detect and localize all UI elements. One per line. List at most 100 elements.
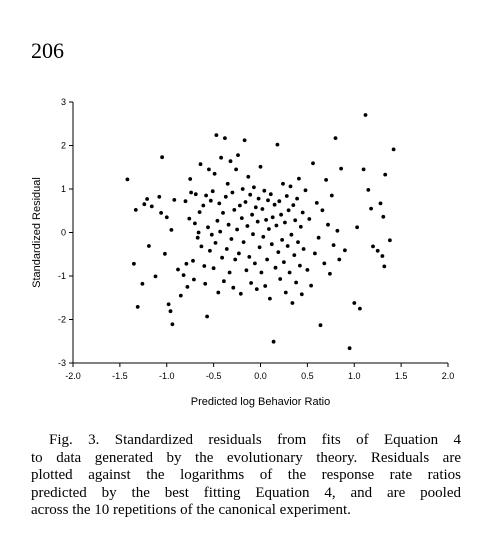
data-point xyxy=(328,271,332,276)
data-point xyxy=(142,202,147,207)
data-point xyxy=(294,280,298,285)
data-point xyxy=(159,211,164,215)
data-point xyxy=(266,198,270,203)
data-point xyxy=(243,200,248,204)
data-point xyxy=(290,301,295,305)
data-point xyxy=(267,227,271,231)
data-point xyxy=(286,208,291,213)
data-point xyxy=(224,247,229,251)
data-point xyxy=(305,268,310,272)
data-point xyxy=(223,136,227,141)
data-point xyxy=(322,261,327,266)
data-point xyxy=(147,244,151,248)
data-point xyxy=(231,285,236,290)
data-point xyxy=(234,167,239,172)
data-point xyxy=(166,302,171,307)
data-point xyxy=(140,281,145,286)
caption-line: to data generated by the evolutionary th… xyxy=(31,449,461,466)
data-point xyxy=(132,261,136,266)
data-point xyxy=(208,198,213,203)
data-point xyxy=(320,208,325,213)
data-point xyxy=(135,305,140,309)
data-point xyxy=(281,181,285,186)
data-point xyxy=(209,232,214,237)
data-point xyxy=(196,230,201,235)
data-point xyxy=(261,234,266,239)
data-point xyxy=(263,284,268,288)
data-point xyxy=(307,217,312,221)
data-point xyxy=(259,270,264,275)
data-point xyxy=(301,247,306,251)
x-tick-label: -1.5 xyxy=(112,371,128,381)
x-tick-label: -1.0 xyxy=(159,371,175,381)
data-point xyxy=(292,253,297,257)
data-point xyxy=(163,251,167,256)
data-point xyxy=(369,206,373,211)
data-point xyxy=(324,178,328,182)
data-point xyxy=(178,293,183,298)
data-point xyxy=(391,147,396,152)
data-point xyxy=(204,193,209,198)
data-point xyxy=(337,257,342,262)
data-point xyxy=(371,244,375,249)
y-tick-label: 3 xyxy=(61,97,66,107)
data-point xyxy=(380,254,385,258)
data-point xyxy=(293,218,298,223)
data-point xyxy=(133,208,138,212)
data-point xyxy=(277,199,282,204)
x-axis-label: Predicted log Behavior Ratio xyxy=(191,396,330,408)
data-point xyxy=(352,301,357,305)
data-point xyxy=(271,339,276,344)
data-point xyxy=(298,263,302,268)
data-point xyxy=(214,133,219,138)
data-point xyxy=(164,215,169,220)
data-point xyxy=(189,190,194,195)
data-point xyxy=(381,214,386,219)
data-point xyxy=(218,229,223,234)
caption-line: Fig. 3. Standardized residuals from fits… xyxy=(49,432,461,448)
data-point xyxy=(210,189,215,194)
data-point xyxy=(191,258,195,263)
data-point xyxy=(247,255,252,259)
data-point xyxy=(238,291,243,296)
data-point xyxy=(217,201,222,206)
data-point xyxy=(172,198,177,202)
x-tick-label: 1.5 xyxy=(395,371,408,381)
data-point xyxy=(260,207,265,211)
data-point xyxy=(229,237,234,241)
data-point xyxy=(250,212,255,217)
data-point xyxy=(347,346,352,351)
y-tick-label: -2 xyxy=(58,315,66,325)
data-point xyxy=(309,283,313,288)
data-point xyxy=(262,188,267,193)
data-point xyxy=(203,281,208,286)
data-point xyxy=(343,248,347,253)
data-point xyxy=(153,274,158,279)
data-point xyxy=(269,242,274,247)
data-point xyxy=(185,285,190,289)
data-point xyxy=(255,219,260,224)
data-point xyxy=(233,257,238,262)
data-point xyxy=(145,197,150,201)
data-point xyxy=(329,193,334,198)
data-point xyxy=(241,240,246,245)
data-point xyxy=(258,164,263,169)
data-point xyxy=(219,155,224,160)
data-point xyxy=(251,232,255,237)
data-point xyxy=(284,194,289,198)
data-point xyxy=(168,309,173,314)
data-point xyxy=(176,267,180,272)
data-point xyxy=(207,167,211,172)
data-point xyxy=(240,187,245,191)
data-point xyxy=(276,250,281,255)
data-point xyxy=(222,279,226,284)
data-point xyxy=(216,290,221,295)
data-point xyxy=(221,211,225,215)
data-point xyxy=(283,290,288,295)
data-point xyxy=(238,203,242,208)
data-point xyxy=(311,161,315,166)
data-point xyxy=(313,251,317,256)
data-point xyxy=(215,218,220,223)
data-point xyxy=(366,188,371,192)
data-point xyxy=(225,181,230,186)
